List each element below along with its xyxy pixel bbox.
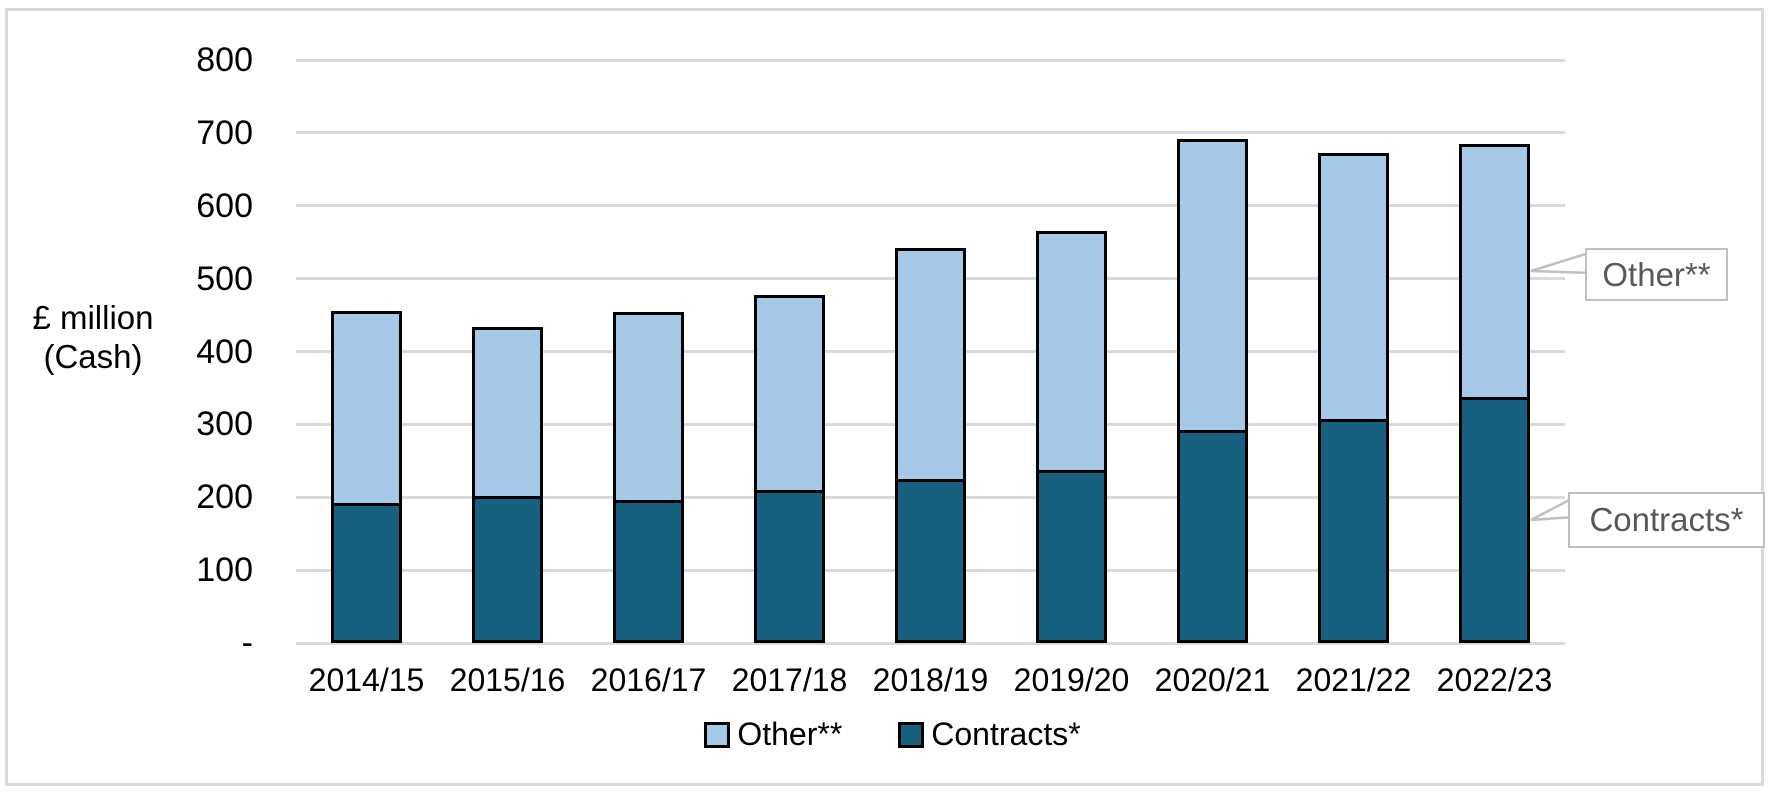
callout-other-label: Other** — [1602, 255, 1711, 293]
callout-other: Other** — [1585, 248, 1728, 301]
y-axis-title: £ million (Cash) — [8, 298, 178, 376]
bar-slot-2018/19 — [860, 248, 1001, 643]
legend-label: Other** — [737, 716, 843, 752]
bar-segment-other-2020/21 — [1177, 139, 1248, 431]
y-tick-label-300: 300 — [196, 405, 253, 444]
bar-segment-other-2019/20 — [1036, 230, 1107, 471]
plot-area — [296, 58, 1565, 645]
bar-2014/15 — [331, 311, 402, 643]
bar-slot-2019/20 — [1001, 230, 1142, 643]
bar-segment-other-2021/22 — [1318, 153, 1389, 420]
y-tick-label-800: 800 — [196, 41, 253, 79]
bar-segment-other-2015/16 — [472, 327, 543, 496]
bar-2018/19 — [895, 248, 966, 643]
bar-2021/22 — [1318, 153, 1389, 643]
legend-item-Other: Other** — [704, 716, 842, 753]
bar-slot-2015/16 — [437, 327, 578, 643]
legend-swatch-icon — [704, 721, 731, 748]
bar-segment-contracts-2018/19 — [895, 479, 966, 643]
bar-2015/16 — [472, 327, 543, 643]
bar-segment-contracts-2021/22 — [1318, 419, 1389, 643]
legend-label: Contracts* — [931, 716, 1081, 752]
bar-segment-other-2016/17 — [613, 312, 684, 501]
bar-segment-contracts-2019/20 — [1036, 470, 1107, 643]
x-tick-label-2019/20: 2019/20 — [1013, 662, 1130, 698]
bar-segment-other-2018/19 — [895, 248, 966, 480]
bar-slot-2017/18 — [719, 294, 860, 643]
x-tick-label-2020/21: 2020/21 — [1154, 662, 1271, 698]
x-tick-label-2021/22: 2021/22 — [1295, 662, 1412, 698]
x-tick-label-2014/15: 2014/15 — [308, 662, 425, 698]
bar-segment-other-2022/23 — [1459, 143, 1530, 397]
y-tick-label-700: 700 — [196, 113, 253, 152]
y-tick-label-200: 200 — [196, 478, 253, 517]
y-axis-title-line1: £ million — [32, 299, 154, 336]
gridline-700 — [296, 131, 1565, 135]
gridline-800 — [296, 58, 1565, 62]
bar-segment-contracts-2015/16 — [472, 495, 543, 643]
chart-legend: Other** Contracts* — [258, 716, 1527, 753]
bar-segment-contracts-2014/15 — [331, 503, 402, 643]
bar-2017/18 — [754, 294, 825, 643]
x-tick-label-2022/23: 2022/23 — [1436, 662, 1553, 698]
bar-segment-other-2014/15 — [331, 311, 402, 504]
bar-slot-2021/22 — [1283, 153, 1424, 643]
bar-slot-2014/15 — [296, 311, 437, 643]
x-tick-label-2016/17: 2016/17 — [590, 662, 707, 698]
bar-segment-contracts-2020/21 — [1177, 430, 1248, 643]
x-tick-label-2018/19: 2018/19 — [872, 662, 989, 698]
legend-swatch-icon — [898, 721, 925, 748]
bar-slot-2022/23 — [1424, 143, 1565, 643]
bar-segment-contracts-2022/23 — [1459, 396, 1530, 643]
x-tick-label-2017/18: 2017/18 — [731, 662, 848, 698]
x-tick-label-2015/16: 2015/16 — [449, 662, 566, 698]
bar-segment-contracts-2016/17 — [613, 500, 684, 643]
y-tick-label-100: 100 — [196, 551, 253, 590]
y-axis-title-line2: (Cash) — [43, 338, 143, 375]
bar-2020/21 — [1177, 139, 1248, 643]
y-tick-label-600: 600 — [196, 186, 253, 225]
gridline-600 — [296, 204, 1565, 208]
bar-2016/17 — [613, 312, 684, 643]
y-tick-label-500: 500 — [196, 259, 253, 298]
gridline-0 — [296, 641, 1565, 645]
legend-item-Contracts: Contracts* — [898, 716, 1081, 753]
bar-2022/23 — [1459, 143, 1530, 643]
bar-2019/20 — [1036, 230, 1107, 643]
bar-slot-2020/21 — [1142, 139, 1283, 643]
bar-slot-2016/17 — [578, 312, 719, 643]
bar-segment-other-2017/18 — [754, 294, 825, 490]
callout-contracts-label: Contracts* — [1589, 501, 1744, 538]
y-tick-label-400: 400 — [196, 332, 253, 371]
callout-contracts: Contracts* — [1568, 492, 1765, 548]
y-tick-label--: - — [241, 624, 253, 662]
bar-segment-contracts-2017/18 — [754, 489, 825, 643]
